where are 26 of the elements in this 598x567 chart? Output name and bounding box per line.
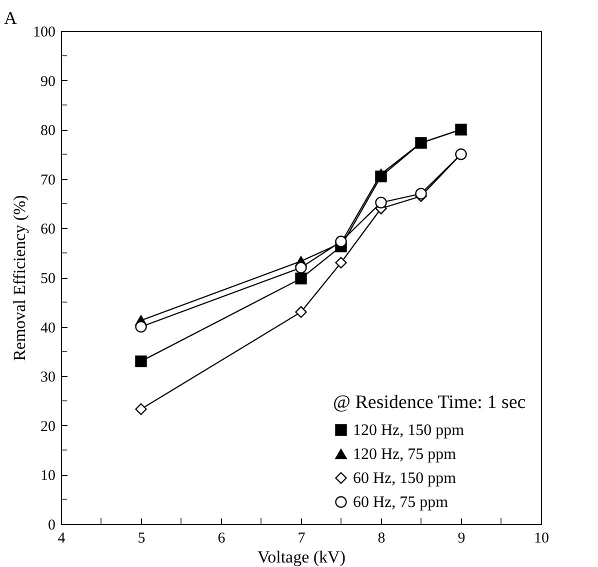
y-tick-label: 50 xyxy=(40,271,56,287)
x-tick-label: 10 xyxy=(534,530,549,546)
legend-label: 60 Hz, 75 ppm xyxy=(353,494,449,511)
y-tick-label: 0 xyxy=(48,518,56,534)
x-tick-label: 4 xyxy=(58,530,66,546)
y-tick-label: 60 xyxy=(40,222,56,238)
legend-title: @ Residence Time: 1 sec xyxy=(333,392,526,413)
y-tick-label: 30 xyxy=(40,370,56,386)
y-axis-title: Removal Efficiency (%) xyxy=(10,195,29,361)
x-tick-label: 6 xyxy=(218,530,226,546)
x-tick-label: 8 xyxy=(378,530,386,546)
y-tick-label: 40 xyxy=(40,320,56,336)
y-tick-label: 90 xyxy=(40,74,56,90)
y-tick-label: 80 xyxy=(40,123,56,140)
y-tick-label: 10 xyxy=(40,468,56,484)
text: A xyxy=(4,8,17,29)
x-tick-label: 9 xyxy=(458,530,466,546)
x-tick-label: 5 xyxy=(138,530,146,546)
legend-label: 120 Hz, 150 ppm xyxy=(353,422,465,439)
y-tick-label: 20 xyxy=(40,418,56,435)
y-tick-label: 70 xyxy=(40,172,56,188)
legend-label: 60 Hz, 150 ppm xyxy=(353,470,457,487)
y-tick-label: 100 xyxy=(33,24,56,40)
legend-label: 120 Hz, 75 ppm xyxy=(353,446,457,463)
x-axis-title: Voltage (kV) xyxy=(258,548,346,566)
x-tick-label: 7 xyxy=(298,530,306,546)
